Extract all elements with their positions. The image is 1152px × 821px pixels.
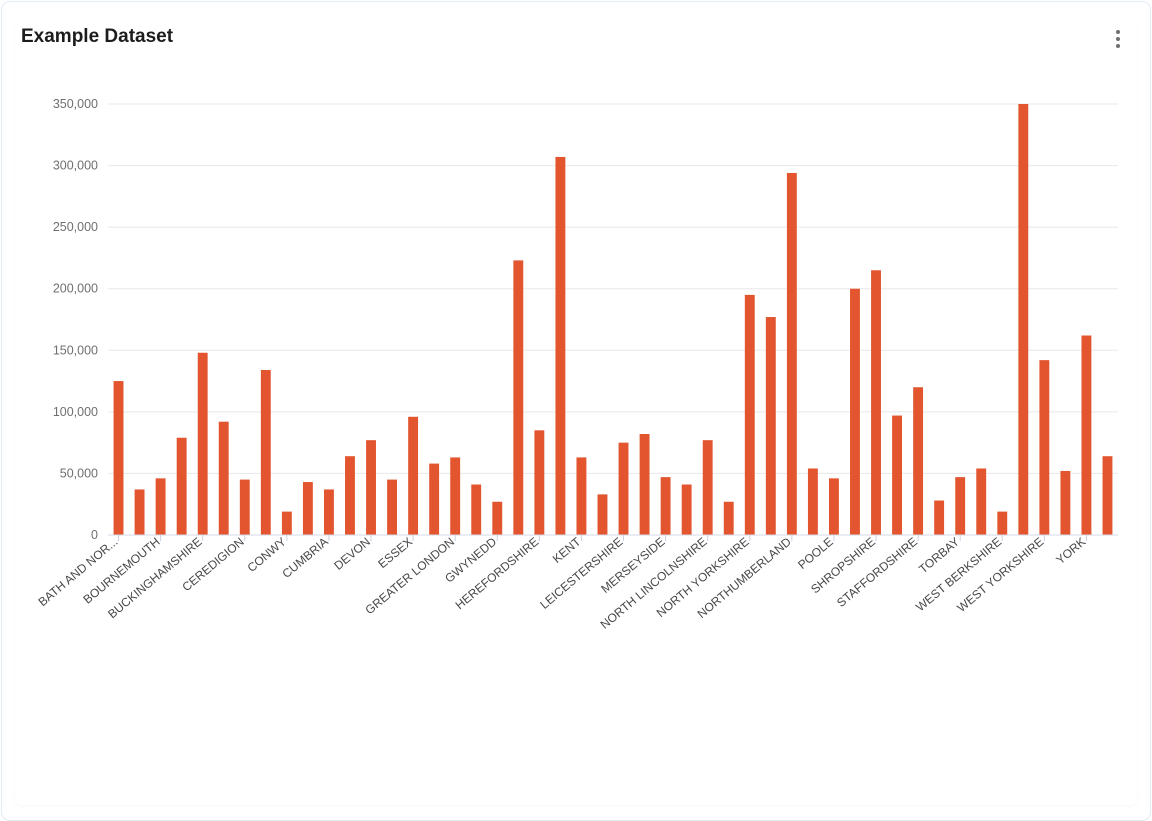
svg-text:50,000: 50,000 bbox=[60, 466, 98, 480]
svg-text:300,000: 300,000 bbox=[53, 159, 98, 173]
svg-text:ESSEX: ESSEX bbox=[375, 535, 415, 571]
svg-text:0: 0 bbox=[91, 528, 98, 542]
svg-text:150,000: 150,000 bbox=[53, 343, 98, 357]
svg-text:CUMBRIA: CUMBRIA bbox=[279, 535, 330, 581]
svg-text:250,000: 250,000 bbox=[53, 220, 98, 234]
svg-text:KENT: KENT bbox=[550, 534, 584, 566]
svg-text:200,000: 200,000 bbox=[53, 282, 98, 296]
svg-text:DEVON: DEVON bbox=[331, 535, 373, 573]
svg-text:YORK: YORK bbox=[1053, 535, 1088, 568]
svg-text:350,000: 350,000 bbox=[53, 97, 98, 111]
svg-text:100,000: 100,000 bbox=[53, 405, 98, 419]
